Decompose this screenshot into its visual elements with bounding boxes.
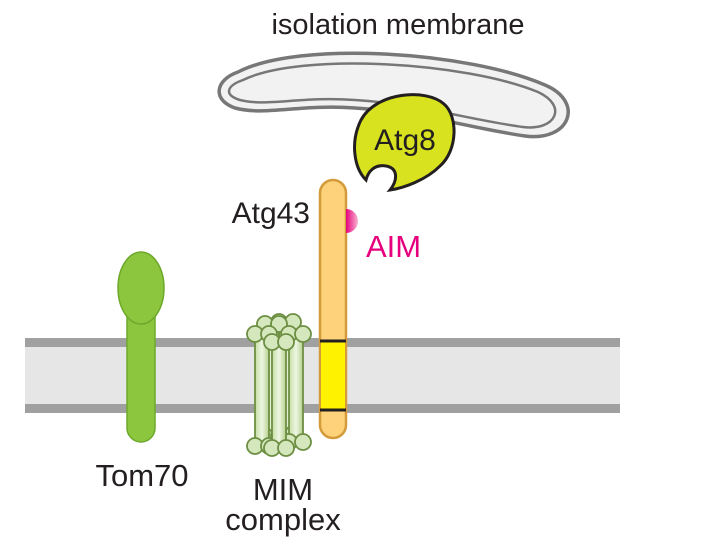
isolation-membrane-inner bbox=[227, 62, 557, 129]
aim-motif bbox=[346, 209, 358, 233]
isolation-membrane-shape bbox=[217, 51, 570, 139]
atg43-transmembrane-segment bbox=[321, 341, 345, 410]
tom70-label: Tom70 bbox=[95, 458, 188, 493]
atg8-label: Atg8 bbox=[374, 124, 436, 157]
atg43-label: Atg43 bbox=[232, 197, 310, 230]
tom70-head bbox=[117, 251, 165, 325]
atg8-protein bbox=[353, 93, 456, 193]
atg43-protein bbox=[318, 178, 358, 440]
aim-label: AIM bbox=[366, 229, 421, 264]
mim-complex bbox=[246, 313, 312, 457]
tom70-protein bbox=[117, 251, 165, 443]
mim-label-line1: MIM bbox=[253, 472, 313, 507]
isolation-membrane bbox=[217, 51, 570, 139]
isolation-membrane-label: isolation membrane bbox=[271, 9, 524, 41]
mim-rod bbox=[263, 333, 295, 457]
atg8-shape bbox=[353, 93, 456, 193]
mim-label-line2: complex bbox=[225, 502, 341, 537]
